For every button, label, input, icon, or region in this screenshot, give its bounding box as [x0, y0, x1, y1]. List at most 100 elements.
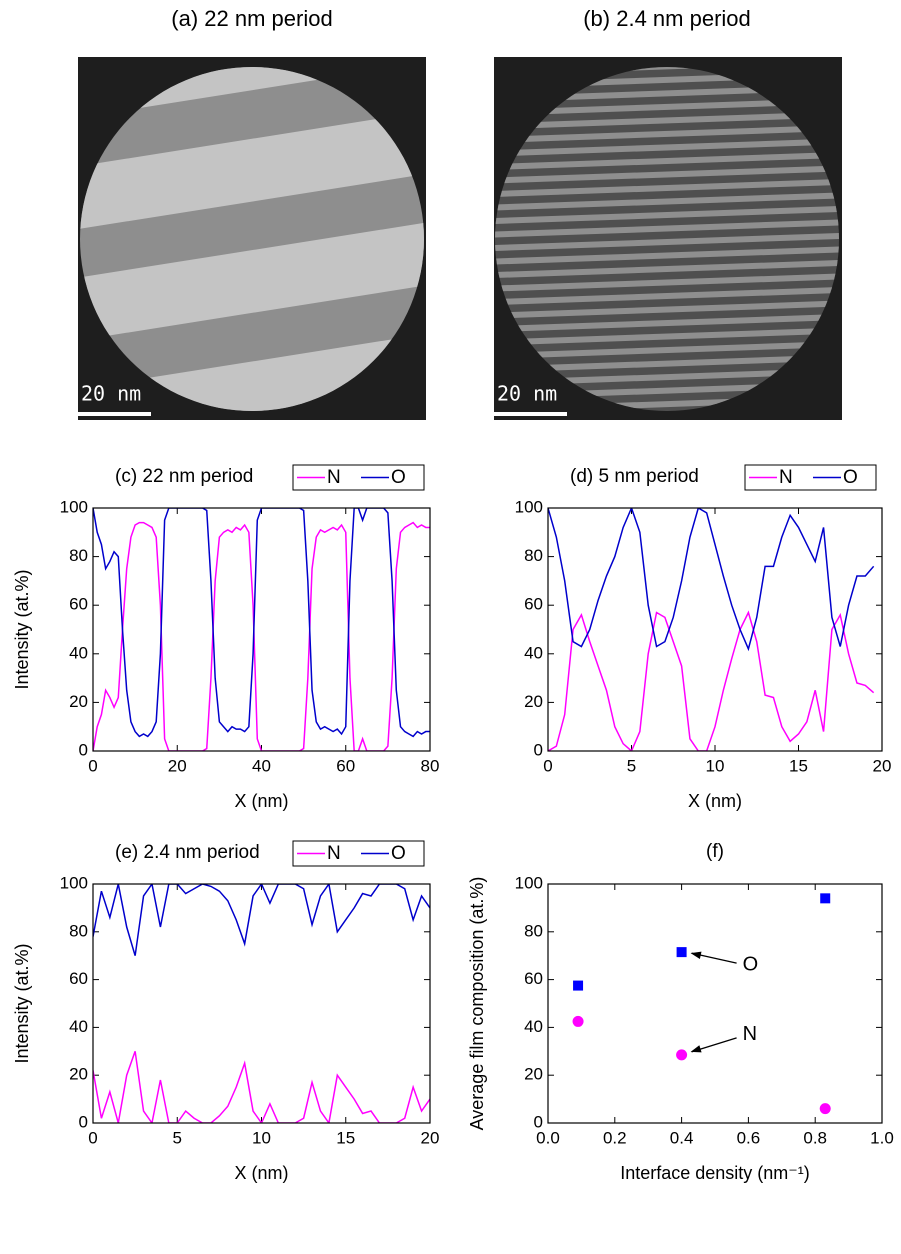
- bright-stripe: [80, 209, 424, 352]
- plot-frame: [547, 883, 883, 1124]
- point: [676, 1049, 688, 1061]
- chart-title: (d) 5 nm period: [570, 466, 699, 487]
- x-tick-label: 0.6: [737, 1128, 761, 1147]
- y-tick-label: 60: [69, 969, 88, 988]
- bright-stripe: [495, 217, 839, 240]
- x-tick-label: 0.4: [670, 1128, 694, 1147]
- bright-stripe: [495, 312, 839, 334]
- y-tick-label: 40: [524, 1017, 543, 1036]
- bright-stripe: [454, 420, 894, 441]
- bright-stripe: [495, 190, 839, 213]
- y-tick-label: 20: [69, 1065, 88, 1084]
- series-line: [93, 884, 430, 956]
- bright-stripe: [495, 285, 839, 307]
- plot-frame: [92, 507, 431, 752]
- y-tick-label: 0: [534, 740, 543, 759]
- annotation: O: [743, 953, 759, 975]
- bright-stripe: [495, 352, 839, 375]
- x-tick-label: 5: [173, 1128, 182, 1147]
- legend-label: O: [843, 467, 858, 488]
- y-tick-label: 40: [69, 1017, 88, 1036]
- bright-stripe: [495, 339, 839, 361]
- y-tick-label: 0: [79, 1112, 88, 1131]
- x-tick-label: 20: [873, 756, 892, 775]
- series-line: [548, 508, 875, 652]
- x-tick-label: 5: [627, 756, 636, 775]
- y-tick-label: 60: [69, 595, 88, 614]
- x-tick-label: 0.0: [536, 1128, 560, 1147]
- legend-label: N: [779, 467, 793, 488]
- y-tick-label: 20: [524, 1065, 543, 1084]
- bright-stripe: [80, 100, 424, 244]
- legend-label: O: [391, 467, 406, 488]
- y-tick-label: 0: [79, 740, 88, 759]
- legend-label: N: [327, 843, 341, 864]
- point: [573, 980, 584, 991]
- x-axis-label: X (nm): [235, 1163, 289, 1183]
- y-tick-label: 40: [69, 643, 88, 662]
- bright-stripe: [495, 231, 839, 253]
- y-tick-label: 100: [515, 873, 543, 892]
- y-axis-label: Intensity (at.%): [12, 943, 32, 1063]
- series-line: [93, 521, 430, 751]
- series-line: [93, 508, 430, 738]
- y-tick-label: 80: [524, 546, 543, 565]
- bright-stripe: [495, 136, 839, 159]
- bright-stripe: [495, 325, 839, 348]
- bright-stripe: [495, 244, 839, 267]
- image-title: (a) 22 nm period: [171, 6, 332, 31]
- x-tick-label: 0: [543, 756, 552, 775]
- y-axis-label: Average film composition (at.%): [467, 877, 487, 1131]
- y-tick-label: 20: [69, 692, 88, 711]
- y-tick-label: 80: [69, 921, 88, 940]
- plot-frame: [547, 507, 883, 752]
- point: [572, 1015, 584, 1027]
- chart-title: (c) 22 nm period: [115, 466, 253, 487]
- y-tick-label: 80: [69, 546, 88, 565]
- x-tick-label: 0: [88, 1128, 97, 1147]
- bright-stripe: [495, 204, 839, 226]
- x-axis-label: X (nm): [688, 791, 742, 811]
- x-tick-label: 40: [252, 756, 271, 775]
- y-tick-label: 60: [524, 595, 543, 614]
- x-tick-label: 15: [789, 756, 808, 775]
- y-tick-label: 20: [524, 692, 543, 711]
- annotation-arrowhead: [690, 951, 702, 960]
- bright-stripe: [454, 434, 894, 455]
- legend-label: O: [391, 843, 406, 864]
- x-tick-label: 60: [336, 756, 355, 775]
- x-tick-label: 15: [336, 1128, 355, 1147]
- x-axis-label: X (nm): [235, 791, 289, 811]
- legend-label: N: [327, 467, 341, 488]
- x-tick-label: 1.0: [870, 1128, 894, 1147]
- x-tick-label: 0.8: [803, 1128, 827, 1147]
- x-tick-label: 10: [252, 1128, 271, 1147]
- point: [819, 1103, 831, 1115]
- bright-stripe: [495, 271, 839, 294]
- annotation: N: [743, 1023, 757, 1045]
- point: [820, 893, 831, 904]
- y-axis-label: Intensity (at.%): [12, 569, 32, 689]
- plot-frame: [92, 883, 431, 1124]
- x-tick-label: 0: [88, 756, 97, 775]
- scale-bar-label: 20 nm: [81, 382, 141, 406]
- y-tick-label: 0: [534, 1112, 543, 1131]
- bright-stripe: [495, 258, 839, 280]
- image-title: (b) 2.4 nm period: [583, 6, 751, 31]
- bright-stripe: [495, 298, 839, 321]
- scale-bar-label: 20 nm: [497, 382, 557, 406]
- x-tick-label: 20: [168, 756, 187, 775]
- chart-title: (f): [706, 841, 724, 862]
- y-tick-label: 40: [524, 643, 543, 662]
- x-tick-label: 10: [706, 756, 725, 775]
- x-tick-label: 0.2: [603, 1128, 627, 1147]
- x-tick-label: 80: [421, 756, 440, 775]
- bright-stripe: [495, 123, 839, 145]
- x-axis-label: Interface density (nm⁻¹): [620, 1163, 810, 1183]
- bright-stripe: [495, 177, 839, 199]
- bright-stripe: [495, 109, 839, 132]
- x-tick-label: 20: [421, 1128, 440, 1147]
- y-tick-label: 100: [60, 497, 88, 516]
